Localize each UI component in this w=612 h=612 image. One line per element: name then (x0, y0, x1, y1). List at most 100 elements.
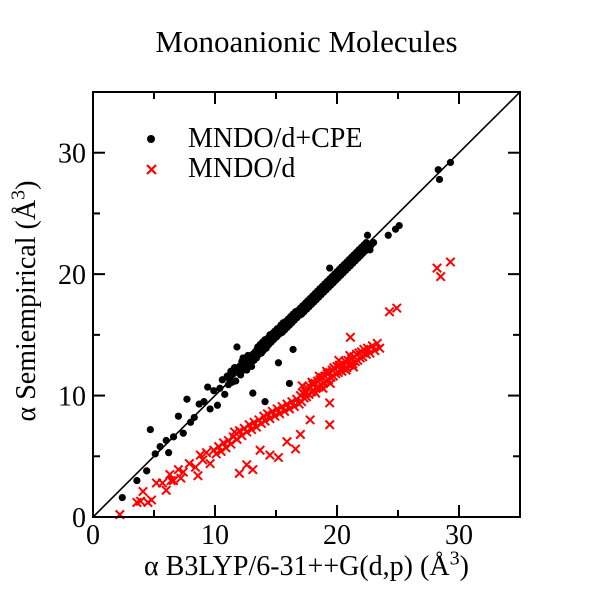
scatter-point-0 (210, 387, 218, 395)
scatter-point-0 (326, 264, 334, 272)
scatter-point-1 (247, 464, 258, 475)
scatter-point-1 (246, 424, 257, 435)
scatter-point-1 (374, 343, 385, 354)
scatter-point-1 (255, 445, 266, 456)
scatter-point-1 (324, 397, 335, 408)
scatter-point-1 (264, 450, 275, 460)
scatter-point-0 (434, 166, 442, 174)
y-tick-label: 10 (58, 382, 86, 413)
scatter-point-0 (435, 175, 444, 184)
scatter-point-1 (267, 406, 278, 417)
scatter-point-1 (384, 306, 395, 317)
scatter-point-1 (277, 401, 288, 412)
x-tick-label: 10 (201, 520, 229, 551)
scatter-point-1 (241, 427, 252, 437)
scatter-point-0 (200, 398, 208, 406)
scatter-point-1 (260, 416, 270, 426)
scatter-point-1 (362, 343, 373, 354)
scatter-point-0 (204, 383, 212, 391)
x-axis-label: α B3LYP/6-31++G(d,p) (Å3) (144, 547, 469, 582)
scatter-point-1 (305, 414, 316, 425)
scatter-point-1 (272, 404, 283, 414)
scatter-point-1 (205, 458, 216, 469)
x-tick-label: 30 (445, 520, 473, 551)
scatter-point-1 (286, 396, 297, 407)
scatter-point-0 (248, 362, 256, 371)
scatter-point-1 (290, 444, 301, 454)
legend-label-mndo-d: MNDO/d (188, 153, 296, 184)
scatter-point-0 (190, 413, 198, 422)
scatter-point-1 (138, 486, 148, 497)
scatter-point-0 (370, 238, 378, 247)
scatter-point-0 (156, 442, 164, 451)
scatter-point-0 (363, 231, 372, 239)
scatter-point-1 (173, 464, 184, 475)
scatter-point-1 (135, 496, 146, 507)
scatter-point-1 (244, 419, 255, 430)
scatter-point-0 (446, 158, 455, 167)
scatter-point-1 (372, 338, 383, 349)
x-label-superscript: 3 (449, 547, 460, 570)
scatter-point-1 (146, 495, 157, 505)
scatter-point-0 (213, 401, 222, 409)
scatter-point-0 (143, 467, 151, 475)
scatter-point-0 (289, 345, 297, 354)
legend: MNDO/d+CPE MNDO/d (140, 123, 363, 184)
scatter-point-0 (233, 343, 241, 351)
scatter-point-1 (367, 340, 378, 351)
scatter-point-0 (249, 389, 257, 397)
scatter-point-1 (166, 475, 176, 486)
scatter-point-1 (391, 303, 402, 314)
scatter-point-1 (369, 345, 380, 356)
scatter-point-1 (264, 413, 275, 424)
scatter-point-1 (168, 475, 179, 486)
scatter-point-1 (197, 455, 208, 465)
scatter-point-1 (161, 485, 172, 496)
scatter-point-0 (395, 221, 403, 230)
scatter-point-0 (206, 405, 214, 413)
legend-label-mndo-d-cpe: MNDO/d+CPE (188, 123, 363, 154)
legend-row-mndo-d: MNDO/d (140, 153, 362, 184)
scatter-point-1 (284, 404, 295, 414)
black-circle-marker-icon (140, 135, 162, 143)
scatter-point-1 (324, 419, 335, 430)
chart-title: Monoanionic Molecules (155, 24, 458, 59)
scatter-point-0 (232, 377, 240, 385)
scatter-point-1 (184, 458, 195, 469)
scatter-point-0 (162, 436, 170, 445)
scatter-point-1 (289, 401, 300, 412)
scatter-point-0 (384, 231, 392, 239)
plot-frame (92, 91, 521, 518)
scatter-point-1 (345, 332, 356, 343)
scatter-point-1 (195, 450, 206, 460)
scatter-point-1 (262, 408, 273, 419)
scatter-point-1 (175, 473, 186, 484)
scatter-point-0 (221, 390, 229, 398)
scatter-point-1 (178, 467, 189, 477)
red-x-marker-icon (140, 163, 162, 176)
scatter-point-0 (165, 449, 173, 457)
scatter-point-1 (348, 362, 359, 372)
scatter-point-1 (295, 429, 306, 440)
scatter-point-0 (261, 398, 269, 406)
y-tick-label: 0 (72, 503, 86, 534)
scatter-point-1 (445, 257, 456, 267)
y-label-superscript: 3 (7, 189, 30, 200)
scatter-point-1 (282, 436, 292, 447)
scatter-point-0 (183, 395, 191, 403)
scatter-point-1 (273, 452, 284, 463)
scatter-point-0 (169, 433, 178, 441)
y-tick-label: 20 (58, 260, 86, 291)
scatter-point-1 (157, 478, 168, 488)
scatter-point-1 (279, 406, 290, 417)
scatter-point-0 (179, 429, 187, 437)
scatter-point-1 (218, 438, 229, 448)
x-tick-label: 20 (323, 520, 351, 551)
y-axis-label: α Semiempirical (Å3) (7, 180, 42, 422)
scatter-point-1 (211, 448, 222, 459)
scatter-point-0 (146, 425, 154, 434)
scatter-point-1 (234, 425, 245, 436)
scatter-point-1 (193, 470, 203, 481)
